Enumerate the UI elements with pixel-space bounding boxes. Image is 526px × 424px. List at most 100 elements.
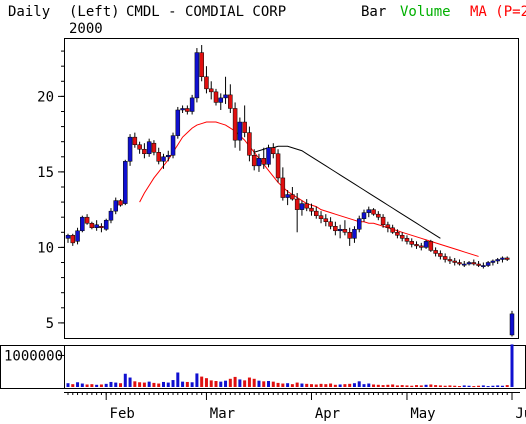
candle-body [414, 244, 419, 247]
candle-body [318, 215, 324, 219]
price-panel-frame [64, 38, 519, 339]
candle-body [94, 224, 99, 229]
candle-body [237, 121, 243, 141]
volume-bar [281, 383, 285, 387]
volume-bar [209, 380, 213, 387]
volume-bar [324, 384, 328, 387]
candle-body [509, 313, 515, 336]
volume-bar [505, 385, 509, 387]
candle-body [328, 221, 333, 227]
candle-body [170, 135, 176, 156]
volume-bar [309, 384, 313, 387]
volume-bar [386, 384, 390, 387]
volume-bar [214, 381, 218, 387]
candle-body [504, 257, 510, 260]
candle-body [462, 263, 467, 266]
volume-bar [453, 385, 457, 387]
volume-bar [147, 381, 151, 387]
volume-bar [305, 383, 309, 387]
candle-body [361, 212, 367, 219]
candle-body [347, 232, 352, 239]
candle-body [366, 209, 372, 213]
volume-bar [262, 381, 266, 387]
candle-body [337, 229, 343, 232]
volume-bar [429, 384, 433, 387]
volume-bar [142, 382, 146, 387]
volume-bar [415, 385, 419, 387]
volume-bar [338, 384, 342, 387]
volume-bar [400, 385, 404, 387]
candle-body [108, 210, 114, 221]
volume-bar [133, 381, 137, 387]
volume-bars [66, 344, 514, 388]
candle-body [385, 224, 391, 229]
candle-body [294, 198, 300, 210]
volume-bar [123, 373, 127, 387]
candle-body [457, 262, 462, 265]
volume-bar [152, 382, 156, 387]
candle-body [218, 97, 224, 103]
volume-bar [247, 377, 251, 387]
volume-bar [295, 382, 299, 387]
candle-body [194, 52, 200, 99]
candle-body [323, 218, 329, 222]
volume-bar [195, 373, 199, 387]
volume-bar [114, 382, 118, 387]
volume-bar [372, 384, 376, 387]
volume-bar [462, 385, 466, 387]
candle-body [380, 216, 386, 225]
volume-bar [181, 381, 185, 387]
chart-title: CMDL - COMDIAL CORP [126, 4, 286, 20]
period-label: Daily [8, 4, 50, 20]
candle-body [161, 156, 166, 162]
volume-bar [238, 379, 242, 387]
ma-long-line [254, 145, 441, 239]
candle-body [247, 132, 252, 156]
volume-bar [257, 380, 261, 387]
volume-bar [395, 385, 399, 387]
candle-body [70, 235, 76, 244]
candle-body [500, 257, 505, 260]
candle-body [113, 200, 118, 212]
volume-bar [185, 381, 189, 387]
candle-body [213, 91, 219, 103]
candle-body [65, 235, 71, 239]
volume-bar [161, 381, 165, 387]
candle-body [447, 259, 453, 262]
volume-bar [66, 383, 70, 387]
volume-bar [228, 378, 232, 387]
month-label: Feb [110, 406, 135, 422]
volume-bar [329, 383, 333, 387]
volume-legend-label: Volume [400, 4, 451, 20]
price-tick-label: 10 [37, 240, 54, 256]
price-bars [65, 45, 515, 337]
volume-bar [481, 385, 485, 387]
candle-body [299, 203, 305, 210]
volume-bar [410, 385, 414, 387]
candle-body [84, 216, 90, 224]
candle-body [309, 207, 314, 212]
volume-bar [467, 385, 471, 387]
candle-body [409, 241, 414, 245]
candle-body [89, 222, 95, 229]
volume-bar [166, 382, 170, 387]
volume-bar [276, 382, 280, 387]
volume-bar [219, 381, 223, 387]
candle-body [180, 108, 185, 111]
volume-bar [491, 385, 495, 387]
volume-bar [376, 384, 380, 387]
candle-body [428, 241, 434, 251]
candle-body [232, 108, 238, 141]
candle-body [490, 260, 496, 263]
time-axis: Feb Mar Apr May Jun [64, 392, 526, 422]
candle-body [208, 88, 214, 93]
candle-body [433, 250, 438, 254]
volume-bar [424, 384, 428, 387]
candle-body [304, 203, 309, 209]
volume-bar [176, 372, 180, 387]
candle-body [146, 141, 152, 155]
volume-bar [405, 385, 409, 387]
candle-body [485, 262, 491, 266]
candle-body [142, 148, 147, 155]
